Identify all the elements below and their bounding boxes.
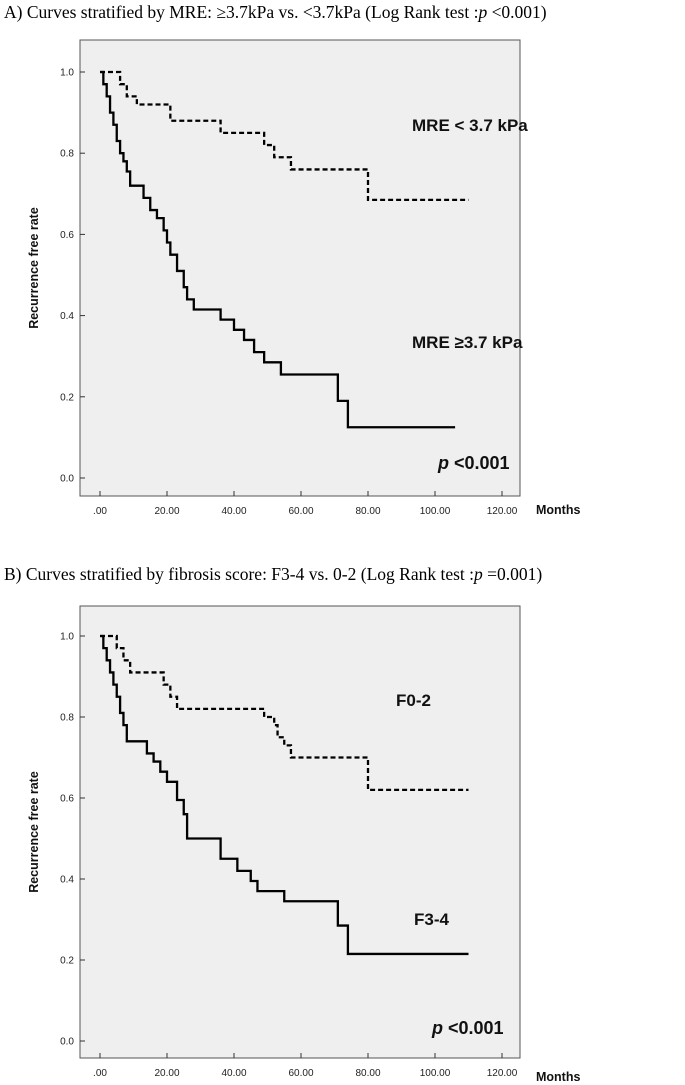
x-tick-label: 100.00 bbox=[420, 1068, 451, 1079]
panel-b-title: B) Curves stratified by fibrosis score: … bbox=[4, 564, 542, 585]
panel-a-title-prefix: A) Curves stratified by MRE: ≥3.7kPa vs.… bbox=[4, 2, 479, 22]
x-tick-label: .00 bbox=[93, 1068, 107, 1079]
y-tick-label: 0.8 bbox=[60, 713, 74, 724]
x-tick-label: 120.00 bbox=[487, 506, 518, 517]
p-value-italic: p bbox=[431, 1018, 443, 1038]
y-tick-label: 1.0 bbox=[60, 632, 74, 643]
x-tick-label: 60.00 bbox=[288, 506, 313, 517]
x-tick-label: 120.00 bbox=[487, 1068, 518, 1079]
x-axis-label: Months bbox=[536, 1070, 580, 1084]
x-tick-label: 20.00 bbox=[154, 506, 179, 517]
survival-curve-high-risk bbox=[100, 634, 469, 956]
p-value-italic: p bbox=[437, 453, 449, 473]
series-label: F3-4 bbox=[414, 910, 450, 929]
plot-area bbox=[79, 39, 521, 497]
x-tick-label: 80.00 bbox=[355, 506, 380, 517]
panel-b-title-p: p bbox=[474, 564, 483, 584]
y-tick-label: 0.4 bbox=[60, 311, 74, 322]
y-axis-label: Recurrence free rate bbox=[27, 207, 41, 329]
chart-panel-0: 0.0 0.2 0.4 0.6 0.8 1.0 .00 20.00 40.00 60.00 80.0… bbox=[27, 39, 580, 517]
series-label: MRE ≥3.7 kPa bbox=[412, 333, 523, 352]
y-tick-label: 0.2 bbox=[60, 956, 74, 967]
x-tick-label: 100.00 bbox=[420, 506, 451, 517]
series-label: F0-2 bbox=[396, 691, 431, 710]
p-value-text: <0.001 bbox=[449, 453, 510, 473]
y-axis-label: Recurrence free rate bbox=[27, 771, 41, 893]
panel-a-title: A) Curves stratified by MRE: ≥3.7kPa vs.… bbox=[4, 2, 547, 23]
y-tick-label: 0.0 bbox=[60, 1037, 74, 1048]
x-tick-label: 40.00 bbox=[221, 506, 246, 517]
x-tick-label: 40.00 bbox=[221, 1068, 246, 1079]
panel-b-title-suffix: =0.001) bbox=[482, 564, 543, 584]
p-value-label: p <0.001 bbox=[437, 453, 510, 473]
panel-b-title-prefix: B) Curves stratified by fibrosis score: … bbox=[4, 564, 475, 584]
plot-area bbox=[79, 605, 521, 1059]
chart-panel-1: 0.0 0.2 0.4 0.6 0.8 1.0 .00 20.00 40.00 60.00 80.0… bbox=[27, 605, 580, 1084]
y-tick-label: 0.4 bbox=[60, 875, 74, 886]
p-value-text: <0.001 bbox=[443, 1018, 504, 1038]
survival-curve-high-risk bbox=[100, 70, 456, 429]
y-tick-label: 0.8 bbox=[60, 149, 74, 160]
x-axis-label: Months bbox=[536, 503, 580, 517]
y-tick-label: 1.0 bbox=[60, 68, 74, 79]
y-tick-label: 0.6 bbox=[60, 230, 74, 241]
series-label: MRE < 3.7 kPa bbox=[412, 116, 528, 135]
panel-a-title-p: p bbox=[478, 2, 488, 22]
p-value-label: p <0.001 bbox=[431, 1018, 504, 1038]
x-tick-label: .00 bbox=[93, 506, 107, 517]
x-tick-label: 20.00 bbox=[154, 1068, 179, 1079]
panel-a-title-suffix: <0.001) bbox=[487, 2, 547, 22]
y-tick-label: 0.0 bbox=[60, 474, 74, 485]
x-tick-label: 60.00 bbox=[288, 1068, 313, 1079]
y-tick-label: 0.2 bbox=[60, 392, 74, 403]
x-tick-label: 80.00 bbox=[355, 1068, 380, 1079]
y-tick-label: 0.6 bbox=[60, 794, 74, 805]
survival-curve-low-risk bbox=[100, 70, 469, 202]
